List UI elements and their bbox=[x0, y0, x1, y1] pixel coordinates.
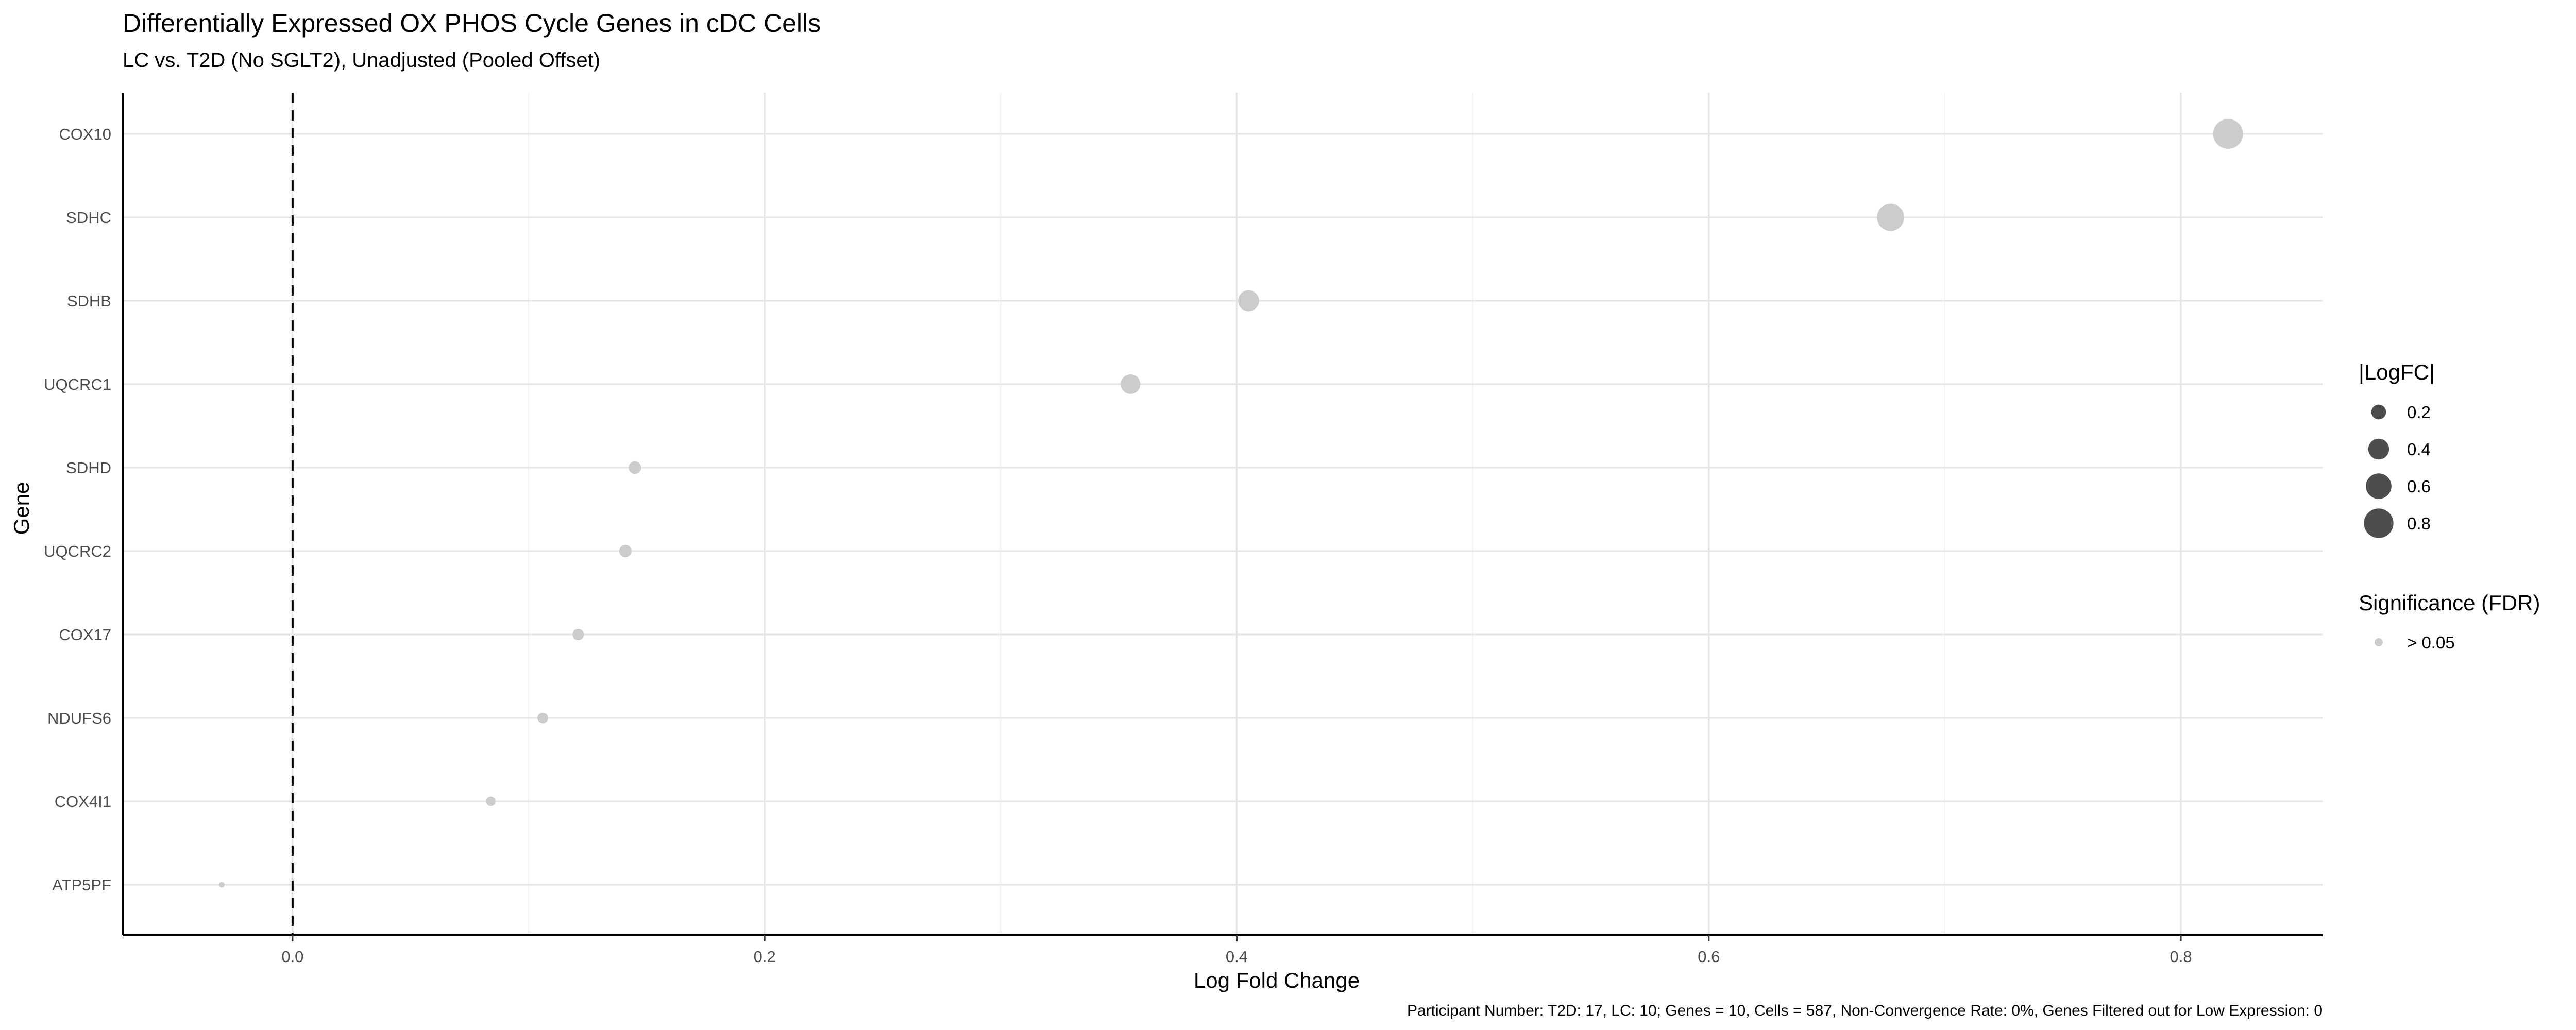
y-tick-label: NDUFS6 bbox=[47, 709, 111, 727]
chart-caption: Participant Number: T2D: 17, LC: 10; Gen… bbox=[1407, 1002, 2323, 1019]
gridlines bbox=[123, 93, 2323, 935]
legend-size-label: 0.4 bbox=[2407, 440, 2431, 459]
legend-size: |LogFC| 0.2 0.4 0.6 0.8 bbox=[2359, 360, 2435, 538]
x-tick-label: 0.4 bbox=[1226, 948, 1248, 966]
legend-significance-key bbox=[2375, 638, 2383, 646]
x-axis-tick-labels: 0.0 0.2 0.4 0.6 0.8 bbox=[281, 935, 2192, 966]
data-points bbox=[218, 119, 2243, 888]
x-tick-label: 0.8 bbox=[2170, 948, 2192, 966]
y-tick-label: ATP5PF bbox=[52, 876, 111, 894]
legend-significance-title: Significance (FDR) bbox=[2359, 591, 2540, 615]
chart-subtitle: LC vs. T2D (No SGLT2), Unadjusted (Poole… bbox=[123, 49, 600, 72]
data-point-atp5pf bbox=[218, 882, 225, 888]
data-point-cox17 bbox=[572, 628, 584, 641]
legend-size-key bbox=[2368, 438, 2389, 460]
legend-size-label: 0.8 bbox=[2407, 514, 2431, 533]
y-tick-label: UQCRC1 bbox=[44, 375, 111, 393]
data-point-sdhb bbox=[1238, 290, 1259, 312]
legend-size-label: 0.6 bbox=[2407, 477, 2431, 496]
axes bbox=[122, 93, 2323, 936]
y-tick-label: SDHD bbox=[66, 459, 111, 477]
x-axis-label: Log Fold Change bbox=[1194, 968, 1360, 992]
legend-significance-label: > 0.05 bbox=[2407, 633, 2455, 652]
data-point-sdhd bbox=[629, 461, 641, 474]
legend-significance: Significance (FDR) > 0.05 bbox=[2359, 591, 2540, 652]
legend-size-key bbox=[2366, 473, 2392, 499]
x-tick-label: 0.0 bbox=[281, 948, 303, 966]
y-tick-label: UQCRC2 bbox=[44, 542, 111, 560]
y-axis-label: Gene bbox=[9, 482, 33, 535]
legend-size-label: 0.2 bbox=[2407, 403, 2431, 422]
legend-size-key bbox=[2371, 404, 2386, 420]
data-point-cox10 bbox=[2213, 119, 2243, 149]
x-tick-label: 0.2 bbox=[754, 948, 776, 966]
x-tick-label: 0.6 bbox=[1698, 948, 1720, 966]
y-tick-label: SDHC bbox=[66, 209, 111, 227]
data-point-cox4i1 bbox=[486, 796, 496, 806]
chart-title: Differentially Expressed OX PHOS Cycle G… bbox=[123, 9, 821, 38]
legend-size-key bbox=[2364, 508, 2394, 538]
y-axis-tick-labels: COX10 SDHC SDHB UQCRC1 SDHD UQCRC2 COX17 NDUFS6… bbox=[44, 125, 111, 894]
y-tick-label: SDHB bbox=[67, 292, 111, 310]
data-point-uqcrc1 bbox=[1121, 374, 1141, 394]
data-point-uqcrc2 bbox=[619, 544, 632, 558]
y-tick-label: COX4I1 bbox=[55, 793, 111, 811]
data-point-sdhc bbox=[1877, 203, 1904, 231]
data-point-ndufs6 bbox=[537, 712, 548, 724]
y-tick-label: COX10 bbox=[59, 125, 111, 143]
legend-size-title: |LogFC| bbox=[2359, 360, 2435, 384]
y-tick-label: COX17 bbox=[59, 626, 111, 644]
